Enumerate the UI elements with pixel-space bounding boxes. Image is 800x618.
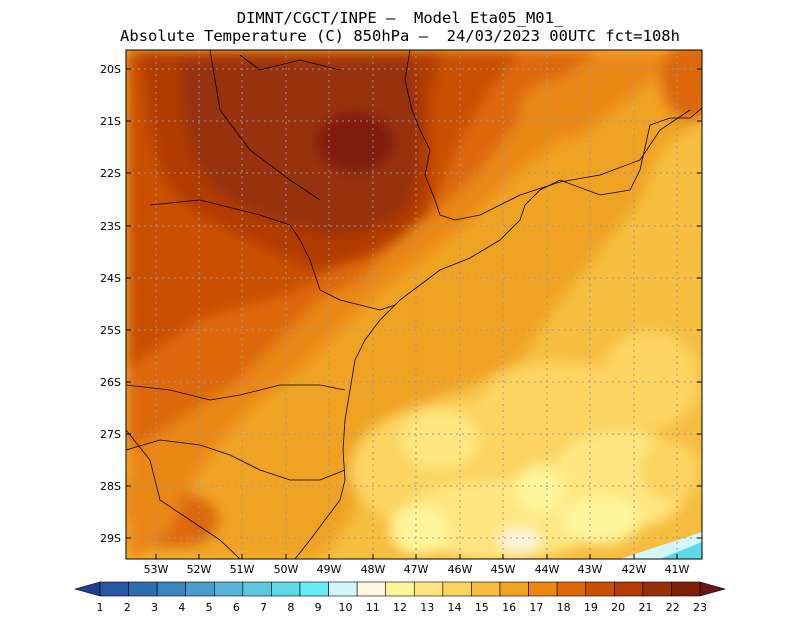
colorbar-label: 3 bbox=[151, 601, 158, 614]
colorbar-cell bbox=[556, 581, 587, 597]
colorbar-label: 11 bbox=[366, 601, 380, 614]
colorbar-label: 5 bbox=[206, 601, 213, 614]
colorbar-label: 2 bbox=[124, 601, 131, 614]
colorbar-label: 10 bbox=[338, 601, 352, 614]
colorbar-label: 21 bbox=[638, 601, 652, 614]
colorbar-cell bbox=[213, 581, 244, 597]
lon-label: 51W bbox=[230, 563, 255, 576]
longitude-labels: 53W 52W 51W 50W 49W 48W 47W 46W 45W 44W … bbox=[144, 563, 690, 576]
colorbar-cell bbox=[442, 581, 472, 597]
colorbar-cell bbox=[271, 581, 301, 597]
lat-label: 27S bbox=[100, 428, 121, 441]
lat-label: 21S bbox=[100, 115, 121, 128]
lat-label: 26S bbox=[100, 376, 121, 389]
colorbar-cell bbox=[328, 581, 358, 597]
state-border-ms-pr bbox=[239, 54, 341, 71]
lon-label: 53W bbox=[144, 563, 169, 576]
colorbar-label: 18 bbox=[557, 601, 571, 614]
colorbar-label: 20 bbox=[611, 601, 625, 614]
colorbar-cell bbox=[499, 581, 529, 597]
lon-label: 50W bbox=[274, 563, 299, 576]
colorbar-label: 15 bbox=[475, 601, 489, 614]
colorbar-label: 9 bbox=[315, 601, 322, 614]
temperature-field bbox=[126, 50, 702, 559]
state-border-ms-sp bbox=[209, 50, 321, 201]
lat-label: 25S bbox=[100, 324, 121, 337]
colorbar-cell bbox=[613, 581, 644, 597]
lon-label: 45W bbox=[491, 563, 516, 576]
lon-label: 49W bbox=[317, 563, 342, 576]
lon-label: 41W bbox=[665, 563, 690, 576]
colorbar-label: 8 bbox=[287, 601, 294, 614]
lon-label: 46W bbox=[448, 563, 473, 576]
state-border-sc-rs bbox=[126, 439, 346, 481]
colorbar-cell bbox=[471, 581, 501, 597]
tick-marks bbox=[126, 68, 702, 559]
colorbar-cell bbox=[73, 581, 101, 597]
map-frame bbox=[125, 49, 703, 560]
lon-label: 47W bbox=[404, 563, 429, 576]
colorbar-cell bbox=[242, 581, 272, 597]
grid-lines bbox=[126, 50, 702, 559]
state-border-mg-rj bbox=[519, 109, 691, 196]
title-line-1: DIMNT/CGCT/INPE – Model Eta05_M01_ bbox=[236, 9, 564, 27]
colorbar-cell bbox=[413, 581, 444, 597]
colorbar-label: 13 bbox=[420, 601, 434, 614]
colorbar-label: 22 bbox=[666, 601, 680, 614]
colorbar-label: 1 bbox=[97, 601, 104, 614]
borders bbox=[126, 50, 702, 559]
colorbar-label: 16 bbox=[502, 601, 516, 614]
lat-label: 28S bbox=[100, 480, 121, 493]
colorbar-cell bbox=[699, 581, 727, 597]
colorbar-label: 6 bbox=[233, 601, 240, 614]
lon-label: 44W bbox=[535, 563, 560, 576]
lon-label: 48W bbox=[361, 563, 386, 576]
latitude-labels: 20S 21S 22S 23S 24S 25S 26S 27S 28S 29S bbox=[100, 63, 121, 545]
colorbar-label: 7 bbox=[260, 601, 267, 614]
lon-label: 52W bbox=[187, 563, 212, 576]
lat-label: 24S bbox=[100, 272, 121, 285]
colorbar-cell bbox=[642, 581, 672, 597]
colorbar-cell bbox=[385, 581, 415, 597]
lat-label: 20S bbox=[100, 63, 121, 76]
state-border-pr-sc bbox=[126, 384, 346, 401]
colorbar-cell bbox=[356, 581, 387, 597]
colorbar-cell bbox=[528, 581, 558, 597]
colorbar-label: 23 bbox=[693, 601, 707, 614]
colorbar-cell bbox=[156, 581, 187, 597]
colorbar-cell bbox=[99, 581, 129, 597]
lat-label: 22S bbox=[100, 167, 121, 180]
colorbar-cell bbox=[671, 581, 701, 597]
colorbar-label: 19 bbox=[584, 601, 598, 614]
title-line-2: Absolute Temperature (C) 850hPa – 24/03/… bbox=[120, 27, 680, 45]
state-border-mg-sp bbox=[404, 50, 521, 221]
lon-label: 42W bbox=[622, 563, 647, 576]
colorbar-label: 4 bbox=[178, 601, 185, 614]
colorbar-label: 17 bbox=[529, 601, 543, 614]
colorbar-label: 12 bbox=[393, 601, 407, 614]
lon-label: 43W bbox=[578, 563, 603, 576]
colorbar-cell bbox=[128, 581, 158, 597]
colorbar-cell bbox=[185, 581, 215, 597]
colorbar-cell bbox=[585, 581, 615, 597]
state-border-sp-pr bbox=[149, 199, 396, 311]
colorbar-cell bbox=[299, 581, 329, 597]
international-border bbox=[126, 429, 241, 559]
lat-label: 23S bbox=[100, 220, 121, 233]
lat-label: 29S bbox=[100, 532, 121, 545]
colorbar-label: 14 bbox=[448, 601, 462, 614]
